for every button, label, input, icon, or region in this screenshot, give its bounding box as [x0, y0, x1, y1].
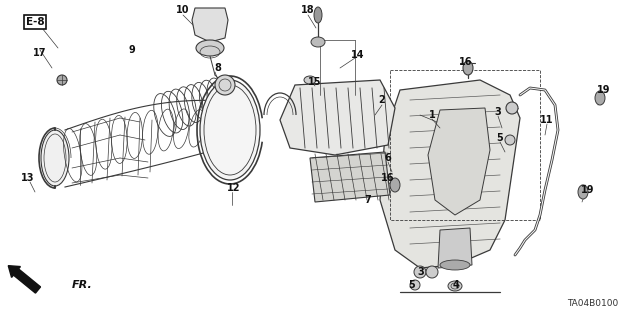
Ellipse shape [41, 130, 69, 186]
Text: 12: 12 [227, 183, 241, 193]
Ellipse shape [426, 266, 438, 278]
Polygon shape [428, 108, 490, 215]
Ellipse shape [595, 91, 605, 105]
Text: 1: 1 [429, 110, 435, 120]
Text: 10: 10 [176, 5, 189, 15]
Text: TA04B0100: TA04B0100 [567, 299, 618, 308]
Text: 3: 3 [418, 267, 424, 277]
Text: 17: 17 [33, 48, 47, 58]
Ellipse shape [57, 75, 67, 85]
Ellipse shape [314, 7, 322, 23]
Ellipse shape [505, 135, 515, 145]
Ellipse shape [304, 76, 316, 84]
Text: 7: 7 [365, 195, 371, 205]
Text: 9: 9 [129, 45, 136, 55]
Ellipse shape [414, 266, 426, 278]
Text: 19: 19 [581, 185, 595, 195]
Ellipse shape [440, 260, 470, 270]
Polygon shape [438, 228, 472, 268]
Ellipse shape [410, 280, 420, 290]
Text: 14: 14 [351, 50, 365, 60]
Text: 5: 5 [408, 280, 415, 290]
Text: 16: 16 [460, 57, 473, 67]
Text: 2: 2 [379, 95, 385, 105]
Text: FR.: FR. [72, 280, 93, 290]
Text: 18: 18 [301, 5, 315, 15]
Text: 5: 5 [497, 133, 504, 143]
Text: 4: 4 [452, 280, 460, 290]
Ellipse shape [506, 102, 518, 114]
Text: 11: 11 [540, 115, 554, 125]
Text: 6: 6 [385, 153, 392, 163]
Text: 8: 8 [214, 63, 221, 73]
Ellipse shape [463, 61, 473, 75]
Ellipse shape [390, 178, 400, 192]
Ellipse shape [448, 281, 462, 291]
Ellipse shape [311, 37, 325, 47]
Text: 15: 15 [308, 77, 322, 87]
Polygon shape [192, 8, 228, 42]
Polygon shape [380, 80, 520, 268]
Text: 13: 13 [21, 173, 35, 183]
FancyArrow shape [8, 266, 40, 293]
Text: 16: 16 [381, 173, 395, 183]
Ellipse shape [196, 40, 224, 56]
Polygon shape [310, 152, 390, 202]
Text: E-8: E-8 [26, 17, 44, 27]
Text: 19: 19 [597, 85, 611, 95]
Ellipse shape [578, 185, 588, 199]
Ellipse shape [200, 80, 260, 180]
Polygon shape [280, 80, 395, 155]
Text: 3: 3 [495, 107, 501, 117]
Ellipse shape [215, 75, 235, 95]
